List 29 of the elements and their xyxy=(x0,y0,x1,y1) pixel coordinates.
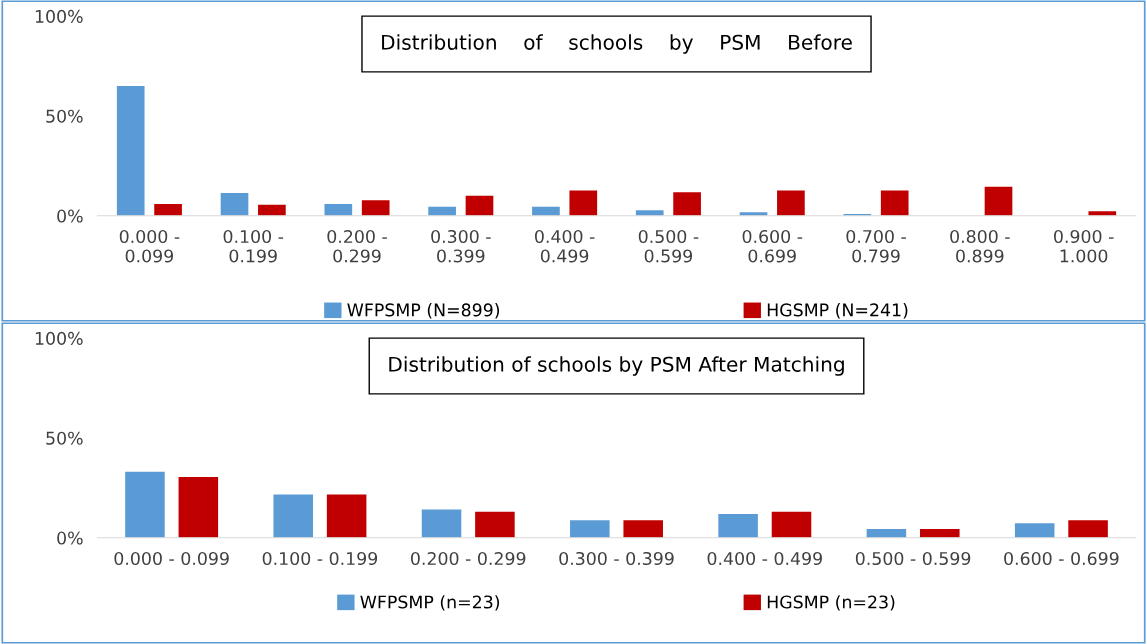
x-tick-label: 0.400 - 0.499 xyxy=(535,229,595,263)
x-tick-label: 0.900 - 1.000 xyxy=(1054,229,1114,263)
y-tick-label: 0% xyxy=(57,531,83,545)
y-tick-label: 0% xyxy=(57,209,83,223)
x-tick-label: 0.200 - 0.299 xyxy=(411,551,526,566)
x-tick-label: 0.100 - 0.199 xyxy=(262,551,378,566)
y-tick-label: 50% xyxy=(46,431,83,445)
text: Distribution of schools by PSM Before xyxy=(382,34,852,54)
x-tick-label: 0.500 - 0.599 xyxy=(638,229,699,263)
y-tick-label: 50% xyxy=(46,109,83,123)
x-tick-label: 0.800 - 0.899 xyxy=(950,229,1010,263)
x-tick-label: 0.500 - 0.599 xyxy=(855,551,971,566)
x-tick-label: 0.100 - 0.199 xyxy=(223,229,284,263)
x-tick-label: 0.400 - 0.499 xyxy=(707,551,822,566)
x-tick-label: 0.000 - 0.099 xyxy=(114,551,229,566)
y-tick-label: 100% xyxy=(35,9,83,23)
legend-label: WFPSMP (N=899) xyxy=(347,303,500,319)
legend-label: WFPSMP (n=23) xyxy=(360,595,500,611)
legend-label: HGSMP (N=241) xyxy=(767,303,908,319)
legend-label: HGSMP (n=23) xyxy=(767,595,895,611)
y-tick-label: 100% xyxy=(35,331,83,345)
x-tick-label: 0.600 - 0.699 xyxy=(742,229,803,263)
x-tick-label: 0.600 - 0.699 xyxy=(1004,551,1119,566)
text: Distribution of schools by PSM After Matching xyxy=(389,356,844,376)
x-tick-label: 0.000 - 0.099 xyxy=(119,229,180,263)
x-tick-label: 0.300 - 0.399 xyxy=(431,229,491,263)
x-tick-label: 0.700 - 0.799 xyxy=(846,229,906,263)
x-tick-label: 0.300 - 0.399 xyxy=(559,551,674,566)
x-tick-label: 0.200 - 0.299 xyxy=(327,229,387,263)
